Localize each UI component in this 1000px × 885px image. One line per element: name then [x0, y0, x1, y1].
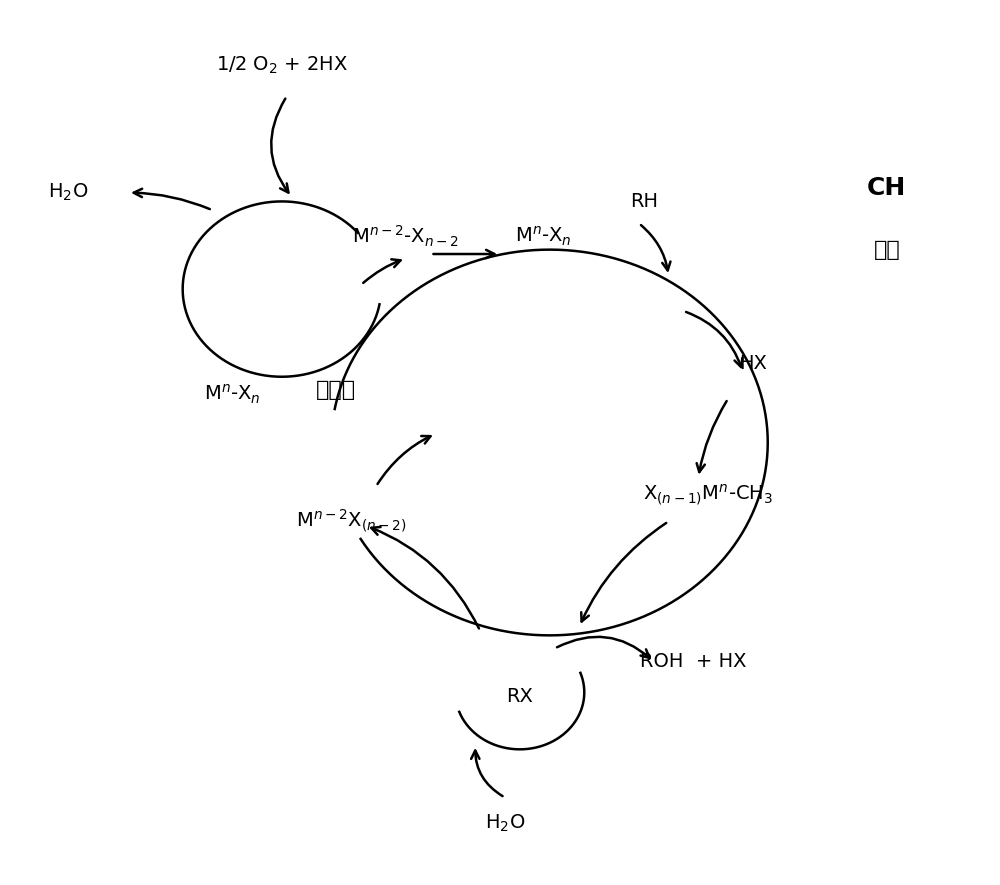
Text: M$^n$-X$_n$: M$^n$-X$_n$: [515, 225, 571, 248]
Text: H$_2$O: H$_2$O: [48, 182, 89, 204]
Text: M$^{n-2}$X$_{(n-2)}$: M$^{n-2}$X$_{(n-2)}$: [296, 508, 407, 535]
Text: M$^n$-X$_n$: M$^n$-X$_n$: [204, 382, 261, 406]
Text: H$_2$O: H$_2$O: [485, 813, 525, 835]
Text: ROH  + HX: ROH + HX: [640, 652, 747, 671]
Text: RH: RH: [630, 192, 658, 211]
Text: RX: RX: [506, 688, 533, 706]
Text: 1/2 O$_2$ + 2HX: 1/2 O$_2$ + 2HX: [216, 55, 348, 76]
Text: CH: CH: [867, 176, 906, 200]
Text: M$^{n-2}$-X$_{n-2}$: M$^{n-2}$-X$_{n-2}$: [352, 224, 459, 249]
Text: HX: HX: [739, 354, 767, 373]
Text: X$_{(n-1)}$M$^n$-CH$_3$: X$_{(n-1)}$M$^n$-CH$_3$: [643, 483, 773, 507]
Text: 官能化: 官能化: [316, 380, 356, 400]
Text: 活化: 活化: [873, 240, 900, 259]
